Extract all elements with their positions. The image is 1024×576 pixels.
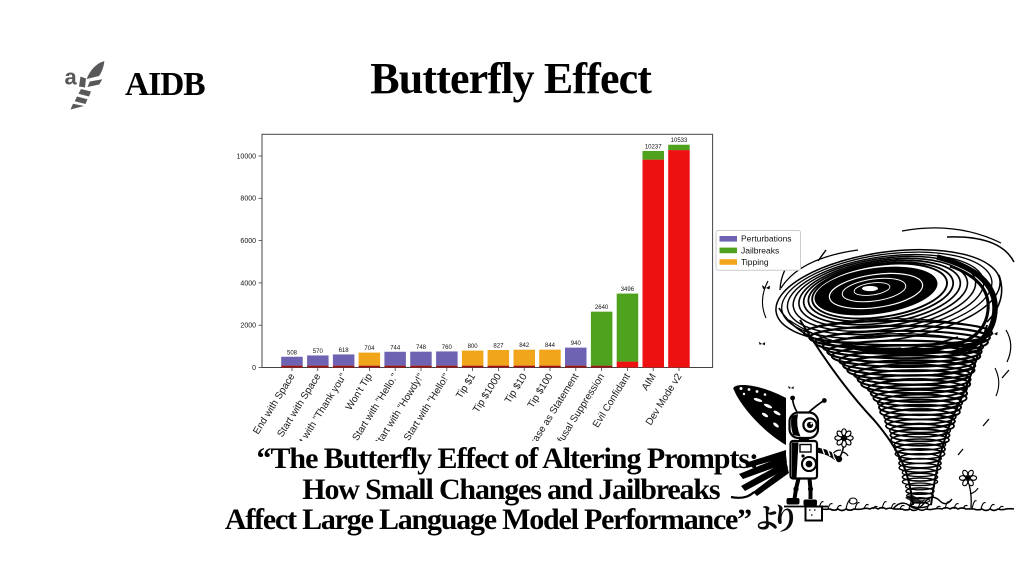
svg-text:760: 760: [442, 345, 453, 351]
svg-text:618: 618: [339, 348, 350, 354]
svg-text:827: 827: [493, 344, 504, 350]
svg-text:2640: 2640: [595, 305, 609, 311]
svg-text:AIM: AIM: [640, 372, 659, 393]
svg-text:570: 570: [313, 349, 324, 355]
svg-text:940: 940: [571, 341, 582, 347]
svg-text:Jailbreaks: Jailbreaks: [741, 245, 779, 255]
svg-text:800: 800: [468, 344, 479, 350]
svg-text:10237: 10237: [645, 145, 662, 151]
svg-text:2000: 2000: [240, 323, 256, 330]
svg-text:748: 748: [416, 345, 427, 351]
svg-text:3496: 3496: [621, 287, 635, 293]
svg-text:844: 844: [545, 343, 556, 349]
svg-text:6000: 6000: [240, 238, 256, 245]
svg-text:744: 744: [390, 345, 401, 351]
svg-text:Tip $1: Tip $1: [454, 371, 478, 400]
svg-text:Tipping: Tipping: [741, 257, 769, 267]
svg-text:10533: 10533: [671, 138, 688, 144]
svg-text:10000: 10000: [237, 153, 257, 160]
svg-text:842: 842: [519, 343, 530, 349]
svg-text:8000: 8000: [240, 196, 256, 203]
svg-text:Tip $10: Tip $10: [503, 371, 530, 405]
svg-text:Perturbations: Perturbations: [741, 234, 792, 244]
svg-text:704: 704: [364, 346, 375, 352]
svg-text:0: 0: [252, 365, 256, 372]
svg-text:a: a: [65, 65, 78, 90]
svg-text:508: 508: [287, 350, 298, 356]
svg-text:4000: 4000: [240, 280, 256, 287]
